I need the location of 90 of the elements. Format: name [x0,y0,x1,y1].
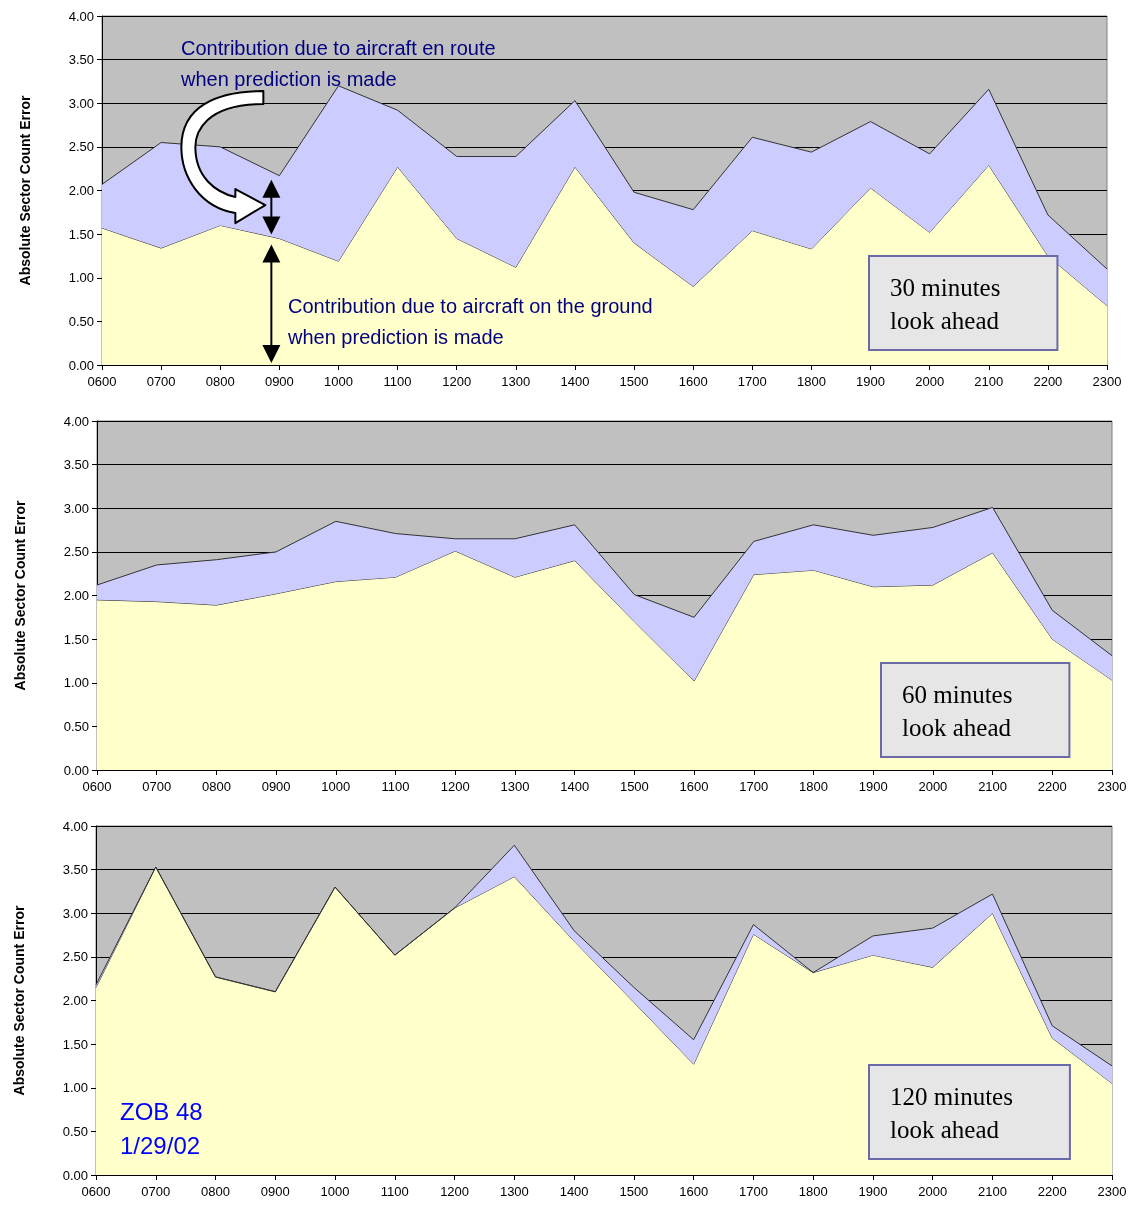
x-tick-label: 1000 [321,779,351,794]
x-tick-label: 1600 [678,374,708,389]
y-axis-title: Absolute Sector Count Error [17,95,33,286]
y-tick-label: 2.00 [62,993,88,1008]
x-tick-label: 1400 [560,779,590,794]
x-tick-label: 1500 [619,779,649,794]
y-tick-label: 3.00 [62,905,88,921]
x-tick-label: 2100 [978,1184,1007,1199]
annotation: Contribution due to aircraft on the ground when prediction is made [287,294,653,348]
x-tick-label: 0800 [205,374,235,389]
annotation: 30 minutes look ahead [890,274,1001,334]
x-tick-label: 1300 [499,1184,529,1199]
y-tick-label: 4.00 [68,8,94,24]
x-tick-label: 1100 [380,1184,409,1199]
y-tick-label: 2.00 [63,588,89,603]
x-tick-label: 1700 [738,1184,768,1199]
y-tick-label: 2.00 [68,183,94,198]
x-tick-label: 1600 [679,1184,709,1199]
x-tick-label: 2300 [1092,374,1122,389]
y-tick-label: 4.00 [63,413,89,429]
y-tick-label: 3.50 [68,52,94,68]
y-tick-label: 0.50 [68,313,94,329]
y-tick-label: 2.50 [63,544,89,560]
x-tick-label: 0800 [201,1184,230,1199]
y-tick-label: 1.50 [62,1036,88,1052]
x-tick-label: 1000 [320,1184,350,1199]
y-tick-label: 3.50 [63,457,89,473]
y-tick-label: 3.00 [68,95,94,111]
x-tick-label: 0600 [87,374,117,389]
x-tick-label: 0600 [82,779,112,794]
y-tick-label: 2.50 [68,139,94,155]
x-tick-label: 2000 [918,1184,948,1199]
y-tick-label: 3.00 [63,500,89,516]
x-tick-label: 1400 [560,374,590,389]
x-tick-label: 1500 [619,374,649,389]
x-tick-label: 1100 [381,779,410,794]
x-tick-label: 1300 [500,779,530,794]
y-tick-label: 0.00 [62,1167,88,1183]
x-tick-label: 0900 [260,1184,290,1199]
annotation: Contribution due to aircraft en route when prediction is made [180,36,496,90]
x-tick-label: 0900 [261,779,291,794]
x-tick-label: 0700 [141,1184,171,1199]
x-tick-label: 1400 [559,1184,589,1199]
x-tick-label: 1900 [858,779,888,794]
y-tick-label: 1.00 [62,1080,88,1096]
y-tick-label: 1.00 [63,675,89,691]
x-tick-label: 1800 [796,374,826,389]
x-tick-label: 1100 [383,374,412,389]
x-tick-label: 1700 [737,374,767,389]
y-tick-label: 0.00 [63,762,89,778]
x-tick-label: 1700 [739,779,769,794]
annotation: ZOB 48 1/29/02 [120,1097,203,1159]
x-tick-label: 1200 [440,1184,470,1199]
y-tick-label: 1.50 [68,226,94,242]
annotation: 120 minutes look ahead [890,1083,1013,1143]
x-tick-label: 0700 [146,374,176,389]
y-tick-label: 1.00 [68,270,94,286]
x-tick-label: 1900 [856,374,885,389]
x-tick-label: 2300 [1097,779,1127,794]
x-tick-label: 2300 [1097,1184,1127,1199]
annotation: 60 minutes look ahead [902,681,1013,741]
y-tick-label: 2.50 [62,949,88,965]
y-tick-label: 0.00 [68,357,94,373]
x-tick-label: 2200 [1037,779,1067,794]
y-tick-label: 1.50 [63,631,89,647]
x-tick-label: 1600 [679,779,709,794]
x-tick-label: 1000 [324,374,353,389]
x-tick-label: 2100 [978,779,1008,794]
x-tick-label: 1900 [858,1184,888,1199]
x-tick-label: 1800 [798,1184,828,1199]
x-tick-label: 2100 [974,374,1004,389]
y-axis-title: Absolute Sector Count Error [12,500,28,691]
y-tick-label: 0.50 [63,718,89,734]
x-tick-label: 0900 [264,374,294,389]
x-tick-label: 1200 [442,374,472,389]
y-tick-label: 4.00 [62,818,88,834]
x-tick-label: 0600 [81,1184,111,1199]
y-tick-label: 3.50 [62,862,88,878]
x-tick-label: 0800 [201,779,231,794]
x-tick-label: 2000 [918,779,948,794]
x-tick-label: 1500 [619,1184,649,1199]
y-tick-label: 0.50 [62,1123,88,1139]
x-tick-label: 0700 [142,779,172,794]
x-tick-label: 1200 [440,779,470,794]
x-tick-label: 1300 [501,374,531,389]
x-tick-label: 2200 [1037,1184,1067,1199]
x-tick-label: 2000 [915,374,945,389]
y-axis-title: Absolute Sector Count Error [11,905,27,1096]
x-tick-label: 1800 [799,779,828,794]
x-tick-label: 2200 [1033,374,1063,389]
